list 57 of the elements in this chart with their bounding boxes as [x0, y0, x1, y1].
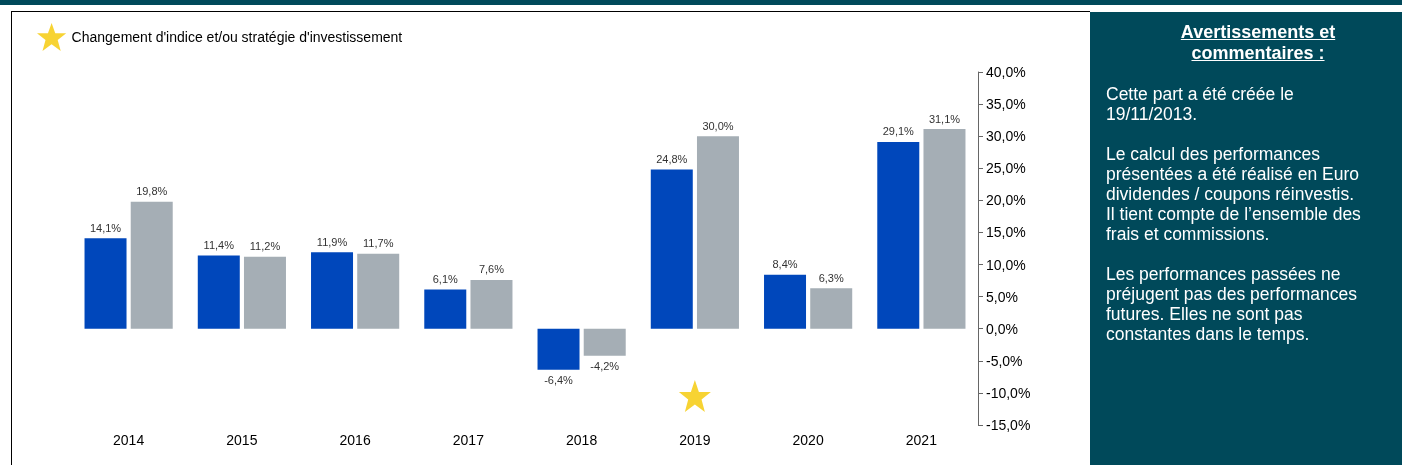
x-tick-label: 2017	[452, 432, 485, 448]
data-label: 11,7%	[363, 237, 394, 250]
data-label: 14,1%	[89, 221, 122, 234]
bar	[357, 253, 400, 329]
x-tick-label: 2016	[339, 432, 371, 448]
x-tick-label: 2018	[566, 432, 598, 448]
y-tick-label: 15,0%	[986, 224, 1026, 241]
y-tick-label: 10,0%	[986, 256, 1026, 273]
x-tick-label: 2015	[226, 432, 258, 448]
data-label: 24,8%	[656, 153, 688, 166]
bar	[311, 252, 354, 329]
data-label: -6,4%	[544, 374, 574, 387]
text: Avertissements et commentaires :	[1179, 22, 1337, 64]
y-tick-label: 0,0%	[986, 320, 1018, 337]
y-tick-label: 35,0%	[986, 96, 1026, 113]
legend-label: Changement d'indice et/ou stratégie d'investissement	[71, 29, 403, 45]
bar	[877, 141, 920, 329]
text: Les performances passées ne préjugent pas des performances futures. Elles ne sont pas constantes dans le temps.	[1106, 264, 1358, 344]
data-label: 11,9%	[316, 235, 348, 248]
data-label: 8,4%	[772, 258, 798, 271]
data-label: 6,3%	[818, 271, 844, 284]
y-tick-label: 30,0%	[986, 128, 1026, 145]
bar	[810, 288, 853, 329]
y-tick-label: 25,0%	[986, 160, 1026, 177]
y-tick-label: 40,0%	[986, 64, 1026, 80]
data-label: 6,1%	[432, 273, 459, 286]
bar	[537, 328, 580, 370]
bar	[470, 279, 513, 329]
bar	[197, 255, 240, 329]
y-tick-label: 5,0%	[986, 288, 1018, 305]
data-label: 31,1%	[928, 112, 961, 125]
bar	[696, 136, 739, 329]
data-label: 7,6%	[478, 263, 505, 276]
bar	[650, 169, 693, 329]
data-label: 29,1%	[882, 125, 915, 138]
bar	[583, 328, 626, 356]
data-label: -4,2%	[590, 360, 620, 373]
data-label: 30,0%	[702, 119, 734, 132]
text: Le calcul des performances présentées a été réalisé en Euro dividendes / coupons réinvestis. Il tient compte de l’ensemble des frais et commissions.	[1106, 144, 1362, 244]
bar	[243, 256, 286, 329]
data-label: 11,2%	[249, 240, 281, 253]
x-tick-label: 2019	[679, 432, 711, 448]
y-tick-label: -15,0%	[986, 417, 1031, 433]
bar	[764, 274, 807, 329]
bar	[130, 201, 173, 329]
text: Cette part a été créée le 19/11/2013.	[1106, 84, 1295, 124]
x-tick-label: 2014	[113, 432, 145, 448]
bar	[424, 289, 467, 329]
y-tick-label: -10,0%	[986, 384, 1031, 401]
data-label: 19,8%	[136, 185, 168, 198]
data-label: 11,4%	[203, 239, 235, 252]
bar	[84, 238, 127, 329]
x-tick-label: 2020	[792, 432, 824, 448]
bar	[923, 129, 966, 329]
x-tick-label: 2021	[905, 432, 938, 448]
y-tick-label: 20,0%	[986, 192, 1026, 209]
y-tick-label: -5,0%	[986, 352, 1023, 369]
